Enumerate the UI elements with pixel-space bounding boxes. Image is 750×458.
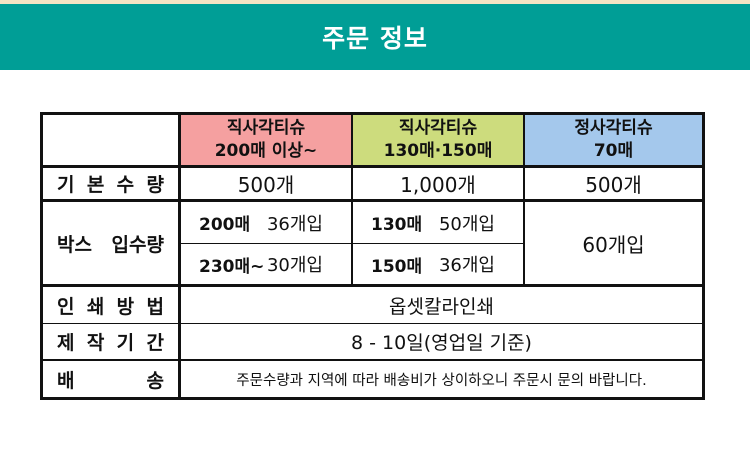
box-qty-size: 230매~ bbox=[199, 256, 265, 277]
column-header-rect-130-150: 직사각티슈 130매·150매 bbox=[353, 115, 525, 168]
row-label-production-period-cell: 제 작 기 간 bbox=[43, 324, 181, 361]
row-label-production-period: 제 작 기 간 bbox=[57, 332, 164, 354]
column-header-line2: 200매 이상~ bbox=[214, 141, 318, 161]
column-header-line1: 직사각티슈 bbox=[398, 118, 478, 139]
production-period-value: 8 - 10일(영업일 기준) bbox=[181, 324, 702, 361]
top-strip bbox=[0, 0, 750, 4]
column-header-rect-200: 직사각티슈 200매 이상~ bbox=[181, 115, 353, 168]
row-label-box-qty: 박스 입수량 bbox=[57, 233, 164, 256]
row-label-box-qty-cell: 박스 입수량 bbox=[43, 202, 181, 287]
basic-qty-value: 500개 bbox=[525, 168, 702, 202]
box-qty-size: 200매 bbox=[199, 215, 251, 235]
box-qty-count: 30개입 bbox=[266, 255, 323, 276]
column-header-line2: 130매·150매 bbox=[383, 141, 493, 161]
row-label-basic-qty-cell: 기 본 수 량 bbox=[43, 168, 181, 202]
row-label-print-method: 인 쇄 방 법 bbox=[57, 295, 164, 318]
box-qty-merged-value: 60개입 bbox=[525, 202, 702, 287]
row-label-shipping-cell: 배 송 bbox=[43, 361, 181, 397]
banner: 주문 정보 bbox=[0, 4, 750, 70]
shipping-note: 주문수량과 지역에 따라 배송비가 상이하오니 주문시 문의 바랍니다. bbox=[236, 372, 647, 389]
box-qty-sub-row: 200매 36개입 bbox=[181, 202, 353, 244]
box-qty-count: 36개입 bbox=[438, 255, 495, 276]
box-qty-sub-row: 130매 50개입 bbox=[353, 202, 525, 244]
column-header-square-70: 정사각티슈 70매 bbox=[525, 115, 702, 168]
basic-qty-value: 500개 bbox=[181, 168, 353, 202]
row-label-shipping: 배 송 bbox=[57, 369, 164, 392]
basic-qty-value: 1,000개 bbox=[353, 168, 525, 202]
order-info-table: 직사각티슈 200매 이상~ 직사각티슈 130매·150매 정사각티슈 70매… bbox=[40, 112, 705, 400]
column-header-line2: 70매 bbox=[593, 141, 634, 161]
box-qty-size: 130매 bbox=[371, 215, 423, 235]
box-qty-count: 50개입 bbox=[438, 213, 495, 235]
box-qty-sub-row: 230매~ 30개입 bbox=[181, 244, 353, 287]
header-empty-cell bbox=[43, 115, 181, 168]
column-header-line1: 직사각티슈 bbox=[226, 118, 306, 139]
row-label-basic-qty: 기 본 수 량 bbox=[57, 174, 164, 196]
page-title: 주문 정보 bbox=[322, 24, 428, 53]
box-qty-sub-row: 150매 36개입 bbox=[353, 244, 525, 287]
box-qty-count: 36개입 bbox=[266, 213, 323, 235]
box-qty-size: 150매 bbox=[371, 256, 423, 277]
print-method-value: 옵셋칼라인쇄 bbox=[181, 287, 702, 324]
row-label-print-method-cell: 인 쇄 방 법 bbox=[43, 287, 181, 324]
column-header-line1: 정사각티슈 bbox=[574, 118, 653, 139]
